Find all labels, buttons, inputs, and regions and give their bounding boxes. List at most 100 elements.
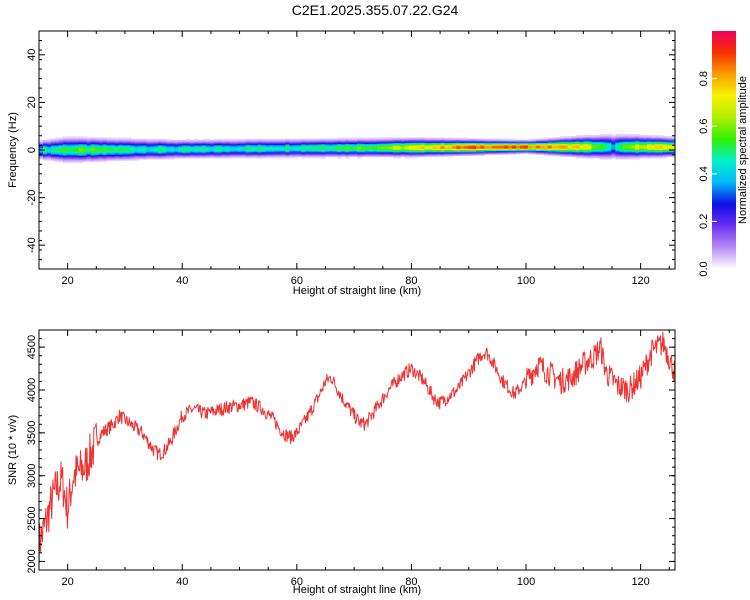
spectrogram-cell xyxy=(94,142,100,145)
spectrogram-cell xyxy=(523,145,529,148)
spectrogram-cell xyxy=(134,152,139,155)
spectrogram-cell xyxy=(599,148,605,151)
spectrogram-cell xyxy=(281,139,287,142)
spectrogram-cell xyxy=(436,152,442,155)
spectrogram-cell xyxy=(198,150,203,153)
spectrogram-cell xyxy=(667,137,672,140)
spectrogram-cell xyxy=(523,148,529,151)
spectrogram-cell xyxy=(412,156,418,159)
spectrogram-cell xyxy=(583,152,589,155)
spectrogram-cell xyxy=(392,142,398,145)
spectrogram-cell xyxy=(627,154,632,156)
spectrogram-cell xyxy=(66,155,72,158)
spectrogram-cell xyxy=(66,138,72,141)
spectrogram-cell xyxy=(404,141,410,143)
spectrogram-cell xyxy=(380,154,386,156)
spectrogram-cell xyxy=(198,148,203,151)
spectrogram-cell xyxy=(527,149,533,152)
spectrogram-cell xyxy=(166,152,171,155)
spectrogram-cell xyxy=(337,154,342,156)
spectrogram-cell xyxy=(643,149,648,152)
spectrogram-cell xyxy=(221,152,227,155)
spectrogram-x-tick-label: 60 xyxy=(291,275,303,287)
spectrogram-cell xyxy=(142,144,147,147)
spectrogram-cell xyxy=(46,148,52,151)
spectrogram-cell xyxy=(273,144,279,147)
spectrogram-cell xyxy=(496,148,501,151)
spectrogram-cell xyxy=(424,143,430,146)
spectrogram-cell xyxy=(535,145,541,148)
spectrogram-cell xyxy=(281,142,287,145)
spectrogram-cell xyxy=(448,143,453,146)
spectrogram-cell xyxy=(241,154,247,156)
spectrogram-cell xyxy=(194,147,199,149)
spectrogram-cell xyxy=(62,151,68,154)
spectrogram-cell xyxy=(58,158,64,161)
spectrogram-cell xyxy=(158,141,163,143)
spectrogram-cell xyxy=(345,138,350,141)
spectrogram-cell xyxy=(456,138,461,141)
spectrogram-cell xyxy=(313,150,318,153)
spectrogram-cell xyxy=(329,145,334,148)
spectrogram-cell xyxy=(277,139,283,142)
spectrogram-cell xyxy=(337,142,342,145)
spectrogram-cell xyxy=(567,152,573,155)
spectrogram-cell xyxy=(519,139,525,142)
spectrogram-cell xyxy=(595,145,601,148)
spectrogram-cell xyxy=(178,143,183,146)
spectrogram-cell xyxy=(269,148,275,151)
spectrogram-cell xyxy=(293,141,298,143)
spectrogram-cell xyxy=(317,147,322,149)
spectrogram-cell xyxy=(667,152,672,155)
spectrogram-cell xyxy=(329,154,334,156)
snr-x-tick-label: 120 xyxy=(631,576,649,588)
spectrogram-cell xyxy=(635,152,640,155)
spectrogram-cell xyxy=(293,147,298,149)
spectrogram-cell xyxy=(102,149,108,152)
spectrogram-cell xyxy=(162,155,167,158)
spectrogram-cell xyxy=(357,151,362,154)
spectrogram-cell xyxy=(265,141,271,143)
spectrogram-cell xyxy=(154,145,159,148)
spectrogram-cell xyxy=(70,145,76,148)
spectrogram-cell xyxy=(464,138,469,141)
spectrogram-cell xyxy=(62,160,68,162)
spectrogram-cell xyxy=(607,154,612,156)
spectrogram-cell xyxy=(488,147,493,149)
spectrogram-cell xyxy=(575,138,581,141)
spectrogram-cell xyxy=(98,154,104,156)
spectrogram-cell xyxy=(321,156,326,159)
spectrogram-cell xyxy=(436,155,442,158)
spectrogram-cell xyxy=(607,149,612,152)
spectrogram-cell xyxy=(392,155,398,158)
spectrogram-cell xyxy=(428,139,434,142)
spectrogram-cell xyxy=(655,149,660,152)
spectrogram-cell xyxy=(241,148,247,151)
spectrogram-cell xyxy=(567,143,573,146)
spectrogram-cell xyxy=(94,150,100,153)
spectrogram-cell xyxy=(237,150,243,153)
spectrogram-cell xyxy=(603,138,609,141)
spectrogram-cell xyxy=(464,152,469,155)
spectrogram-cell xyxy=(667,141,672,143)
spectrogram-cell xyxy=(74,160,80,162)
spectrogram-cell xyxy=(325,154,330,156)
spectrogram-cell xyxy=(341,138,346,141)
spectrogram-cell xyxy=(146,141,151,143)
spectrogram-cell xyxy=(329,139,334,142)
spectrogram-cell xyxy=(484,138,489,141)
spectrogram-cell xyxy=(130,149,135,152)
spectrogram-cell xyxy=(225,155,231,158)
spectrogram-cell xyxy=(62,148,68,151)
spectrogram-cell xyxy=(388,150,394,153)
spectrogram-cell xyxy=(615,144,620,147)
spectrogram-cell xyxy=(357,142,362,145)
spectrogram-cell xyxy=(134,141,139,143)
spectrogram-cell xyxy=(178,142,183,145)
spectrogram-cell xyxy=(130,147,135,149)
spectrogram-cell xyxy=(464,144,469,147)
spectrogram-cell xyxy=(667,139,672,142)
spectrogram-cell xyxy=(317,138,322,141)
spectrogram-cell xyxy=(237,152,243,155)
spectrogram-cell xyxy=(245,148,251,151)
